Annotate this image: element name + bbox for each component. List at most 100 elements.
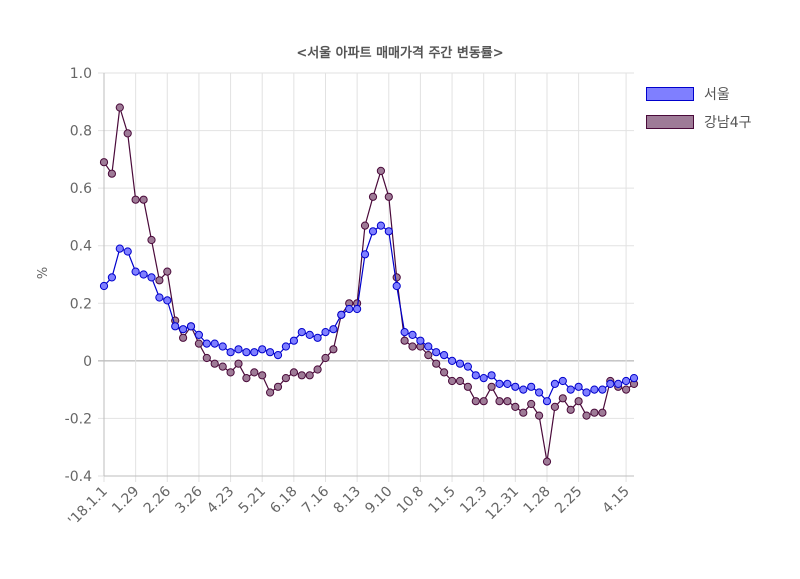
data-point xyxy=(139,270,148,279)
data-point xyxy=(266,348,275,357)
data-point xyxy=(535,411,544,420)
data-point xyxy=(179,333,188,342)
data-point xyxy=(440,368,449,377)
data-point xyxy=(487,382,496,391)
legend-label-gangnam: 강남4구 xyxy=(704,115,752,131)
data-point xyxy=(400,336,409,345)
data-point xyxy=(495,397,504,406)
data-point xyxy=(115,103,124,112)
data-point xyxy=(408,330,417,339)
data-point xyxy=(424,342,433,351)
data-point xyxy=(368,192,378,201)
x-tick-label: 4.23 xyxy=(204,484,237,517)
data-point xyxy=(218,342,227,351)
y-tick-label: 0.6 xyxy=(70,181,92,197)
series xyxy=(99,103,639,466)
x-tick-label: 1.28 xyxy=(520,484,553,517)
data-point xyxy=(234,345,243,354)
data-point xyxy=(360,250,370,259)
data-point xyxy=(479,397,488,406)
data-point xyxy=(273,382,283,391)
data-point xyxy=(455,376,465,386)
legend: 서울 강남4구 xyxy=(646,83,752,139)
data-point xyxy=(123,247,132,256)
data-point xyxy=(297,328,306,337)
data-point xyxy=(123,129,132,138)
data-point xyxy=(448,356,457,365)
data-point xyxy=(242,374,251,383)
data-point xyxy=(99,281,109,291)
data-point xyxy=(622,376,631,386)
data-point xyxy=(550,402,560,411)
data-point xyxy=(503,397,512,406)
data-point xyxy=(519,408,528,417)
y-tick-label: 0 xyxy=(83,354,92,370)
data-point xyxy=(226,348,235,357)
data-point xyxy=(99,158,109,167)
data-point xyxy=(582,388,591,397)
data-point xyxy=(281,342,290,351)
data-point xyxy=(202,353,211,363)
data-point xyxy=(289,336,298,345)
data-point xyxy=(629,374,639,383)
data-point xyxy=(250,348,259,357)
chart-title: <서울 아파트 매매가격 주간 변동률> xyxy=(296,45,503,61)
data-point xyxy=(590,408,599,417)
data-point xyxy=(558,394,567,403)
data-point xyxy=(598,385,607,394)
data-point xyxy=(131,195,140,204)
y-tick-label: 0.8 xyxy=(70,124,92,140)
data-point xyxy=(305,371,314,380)
y-axis-label: % xyxy=(36,267,51,279)
x-tick-label: 10.8 xyxy=(394,484,427,517)
data-point xyxy=(550,379,560,388)
x-tick-label: 12.31 xyxy=(483,484,523,524)
data-point xyxy=(171,322,180,331)
legend-label-seoul: 서울 xyxy=(704,87,730,103)
x-tick-label: 6.18 xyxy=(267,484,300,517)
data-point xyxy=(606,379,615,388)
x-tick-label: 8.13 xyxy=(331,484,364,517)
data-point xyxy=(487,371,496,380)
data-point xyxy=(432,359,441,368)
series-0 xyxy=(99,221,639,406)
legend-item-gangnam[interactable]: 강남4구 xyxy=(646,111,752,133)
data-point xyxy=(250,368,259,377)
data-point xyxy=(566,405,575,414)
y-tick-label: -0.4 xyxy=(65,469,92,485)
grid xyxy=(98,72,634,482)
data-point xyxy=(471,371,480,380)
data-point xyxy=(234,359,243,368)
x-tick-label: 2.26 xyxy=(141,483,174,516)
data-point xyxy=(535,388,544,397)
data-point xyxy=(384,227,393,236)
data-point xyxy=(258,371,267,380)
data-point xyxy=(400,328,409,337)
data-point xyxy=(424,351,433,360)
legend-swatch-gangnam xyxy=(646,115,694,129)
data-point xyxy=(408,342,417,351)
x-tick-label: 9.10 xyxy=(362,484,395,517)
data-point xyxy=(392,273,401,282)
data-point xyxy=(194,339,203,348)
legend-item-seoul[interactable]: 서울 xyxy=(646,83,752,105)
data-point xyxy=(179,325,188,334)
data-point xyxy=(337,310,346,319)
data-point xyxy=(574,397,583,406)
x-tick-label: 4.15 xyxy=(600,484,633,517)
data-point xyxy=(115,244,124,253)
data-point xyxy=(147,235,156,245)
data-point xyxy=(511,402,520,411)
data-point xyxy=(163,267,172,276)
x-tick-label: 2.25 xyxy=(552,484,585,517)
x-tick-label: 11.5 xyxy=(426,484,459,517)
data-point xyxy=(202,339,211,348)
data-point xyxy=(542,457,552,466)
data-point xyxy=(131,267,140,276)
data-point xyxy=(329,345,338,354)
data-point xyxy=(313,365,322,374)
data-point xyxy=(186,322,196,331)
series-1 xyxy=(99,103,639,466)
data-point xyxy=(210,359,219,368)
